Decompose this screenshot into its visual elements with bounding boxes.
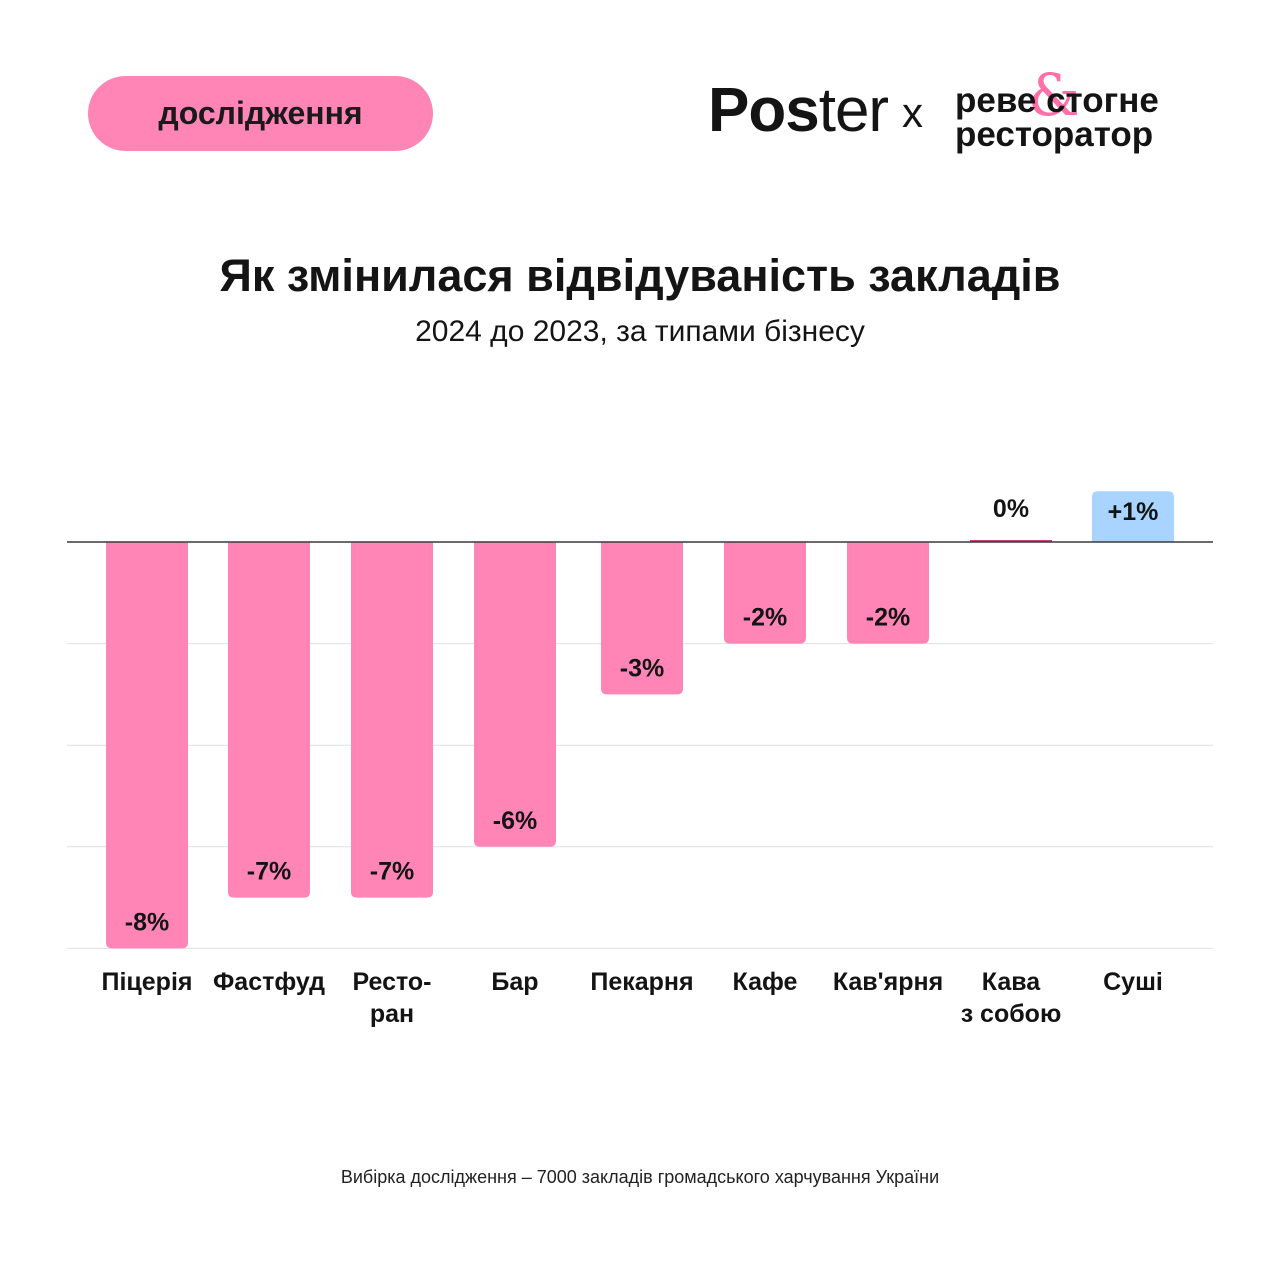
category-label-line: Ресто- xyxy=(352,968,431,996)
category-label: Кава з собою xyxy=(961,968,1062,1028)
category-label-line: з собою xyxy=(961,1000,1062,1028)
data-label: -6% xyxy=(493,807,537,835)
category-label-line: Пекарня xyxy=(590,968,693,996)
footnote: Вибірка дослідження – 7000 закладів гром… xyxy=(340,1167,940,1187)
partner-logo-line-1: реве стогне xyxy=(955,81,1159,120)
data-label: -3% xyxy=(620,654,664,682)
category-label: Кафе xyxy=(733,968,798,996)
bar xyxy=(351,542,433,898)
data-label: -8% xyxy=(125,908,169,936)
poster-logo-regular: ter xyxy=(818,76,889,145)
ampersand-logo-mark: & xyxy=(1028,61,1080,129)
logo-separator: x xyxy=(902,89,923,136)
category-label-line: Суші xyxy=(1103,968,1163,996)
data-label: -2% xyxy=(743,604,787,632)
category-label-line: Кава xyxy=(982,968,1042,996)
bar xyxy=(970,540,1052,542)
category-label: Піцерія xyxy=(102,968,193,996)
category-label: Кав'ярня xyxy=(833,968,943,996)
data-label: +1% xyxy=(1108,498,1159,526)
bar xyxy=(106,542,188,949)
chart-subtitle: 2024 до 2023, за типами бізнесу xyxy=(415,315,865,348)
bar xyxy=(601,542,683,695)
partner-logo: реве стогне ресторатор xyxy=(955,81,1159,154)
poster-logo: Poster xyxy=(708,80,889,142)
category-label: Пекарня xyxy=(590,968,693,996)
bar xyxy=(724,542,806,644)
category-label-line: Кафе xyxy=(733,968,798,996)
bar-chart: -8% -7% -7% -6% -3% -2% -2% 0% +1% Піцерія Фастфуд… xyxy=(67,491,1213,1028)
data-label: 0% xyxy=(993,495,1029,523)
data-label: -7% xyxy=(247,858,291,886)
poster-logo-bold: Pos xyxy=(708,76,820,145)
bar xyxy=(847,542,929,644)
partner-logo-line-2: ресторатор xyxy=(955,115,1154,154)
research-badge: дослідження xyxy=(88,76,433,151)
data-label: -7% xyxy=(370,858,414,886)
category-label-line: Піцерія xyxy=(102,968,193,996)
category-label: Ресто-ран xyxy=(352,968,431,1028)
bar xyxy=(1092,491,1174,542)
category-label: Суші xyxy=(1103,968,1163,996)
category-label-line: Кав'ярня xyxy=(833,968,943,996)
category-label: Бар xyxy=(491,968,538,996)
bar xyxy=(228,542,310,898)
category-label: Фастфуд xyxy=(213,968,325,996)
data-label: -2% xyxy=(866,604,910,632)
category-label-line: ран xyxy=(370,1000,414,1028)
bar xyxy=(474,542,556,847)
category-label-line: Фастфуд xyxy=(213,968,325,996)
category-label-line: Бар xyxy=(491,968,538,996)
chart-title: Як змінилася відвідуваність закладів xyxy=(219,250,1061,301)
